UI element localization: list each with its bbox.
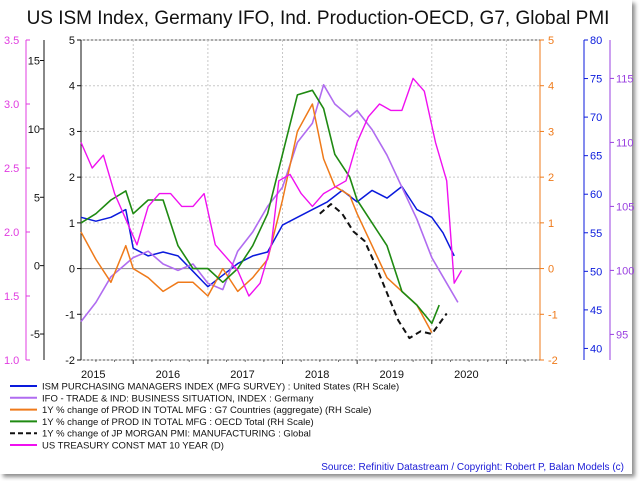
legend-label: US TREASURY CONST MAT 10 YEAR (D): [42, 441, 224, 452]
orange-axis-tick-label: -1: [548, 309, 558, 321]
orange-axis-tick-label: 5: [548, 35, 554, 47]
pink-axis-tick-label: 3.0: [4, 99, 19, 111]
legend-label: IFO - TRADE & IND: BUSINESS SITUATION, I…: [42, 393, 314, 404]
blue-axis-tick-label: 75: [590, 74, 602, 86]
black-inner-axis-tick-label: 4: [69, 81, 75, 93]
violet-axis-tick-label: 105: [616, 201, 634, 213]
series-line-1: [80, 84, 459, 323]
series-line-2: [80, 103, 433, 333]
blue-axis-tick-label: 40: [590, 343, 602, 355]
black-inner-axis-tick-label: -2: [65, 355, 75, 367]
x-tick-label: 2018: [305, 369, 329, 381]
black-left-axis-tick-label: -5: [30, 329, 40, 341]
series-lines: [80, 77, 463, 340]
pink-axis-tick-label: 1.5: [4, 291, 19, 303]
legend-label: 1Y % change of PROD IN TOTAL MFG : OECD …: [42, 417, 314, 428]
black-inner-axis-tick-label: 2: [69, 172, 75, 184]
black-left-axis-tick-label: 0: [34, 261, 40, 273]
black-inner-axis-tick-label: 3: [69, 126, 75, 138]
blue-axis-tick-label: 55: [590, 228, 602, 240]
series-line-5: [80, 77, 463, 297]
violet-axis-tick-label: 110: [616, 137, 634, 149]
blue-axis-tick-label: 65: [590, 151, 602, 163]
orange-axis-tick-label: -2: [548, 355, 558, 367]
black-left-axis-tick-label: 10: [28, 124, 40, 136]
pink-axis-tick-label: 1.0: [4, 355, 19, 367]
pink-axis-tick-label: 3.5: [4, 35, 19, 47]
orange-axis-tick-label: 2: [548, 172, 554, 184]
violet-axis-tick-label: 100: [616, 265, 634, 277]
black-left-axis-tick-label: 5: [34, 192, 40, 204]
x-tick-label: 2017: [230, 369, 254, 381]
black-left-axis-tick-label: 15: [28, 56, 40, 68]
x-tick-label: 2015: [81, 369, 105, 381]
x-tick-label: 2016: [156, 369, 180, 381]
pink-axis-tick-label: 2.0: [4, 227, 19, 239]
blue-axis-tick-label: 60: [590, 189, 602, 201]
legend-label: 1Y % change of JP MORGAN PMI: MANUFACTUR…: [42, 429, 311, 440]
black-inner-axis-tick-label: 0: [69, 264, 75, 276]
series-line-0: [80, 185, 455, 288]
blue-axis-tick-label: 80: [590, 35, 602, 47]
legend-label: ISM PURCHASING MANAGERS INDEX (MFG SURVE…: [42, 382, 399, 393]
axes: 2015 2016 2017 2018 2019 20201.01.52.02.53.03…: [4, 35, 634, 381]
blue-axis-tick-label: 45: [590, 305, 602, 317]
legend-label: 1Y % change of PROD IN TOTAL MFG : G7 Co…: [42, 405, 371, 416]
orange-axis-tick-label: 1: [548, 218, 554, 230]
x-tick-label: 2020: [454, 369, 478, 381]
violet-axis-tick-label: 95: [616, 329, 628, 341]
pink-axis-tick-label: 2.5: [4, 163, 19, 175]
orange-axis-tick-label: 3: [548, 126, 554, 138]
black-inner-axis-tick-label: 5: [69, 35, 75, 47]
source-note: Source: Refinitiv Datastream / Copyright…: [321, 462, 624, 473]
black-inner-axis-tick-label: -1: [65, 309, 75, 321]
violet-axis-tick-label: 115: [616, 73, 634, 85]
legend: ISM PURCHASING MANAGERS INDEX (MFG SURVE…: [10, 382, 399, 452]
orange-axis-tick-label: 0: [548, 264, 554, 276]
black-inner-axis-tick-label: 1: [69, 218, 75, 230]
x-tick-label: 2019: [380, 369, 404, 381]
series-line-3: [80, 89, 440, 325]
orange-axis-tick-label: 4: [548, 81, 554, 93]
chart-title: US ISM Index, Germany IFO, Ind. Producti…: [27, 8, 610, 29]
blue-axis-tick-label: 70: [590, 112, 602, 124]
blue-axis-tick-label: 50: [590, 266, 602, 278]
